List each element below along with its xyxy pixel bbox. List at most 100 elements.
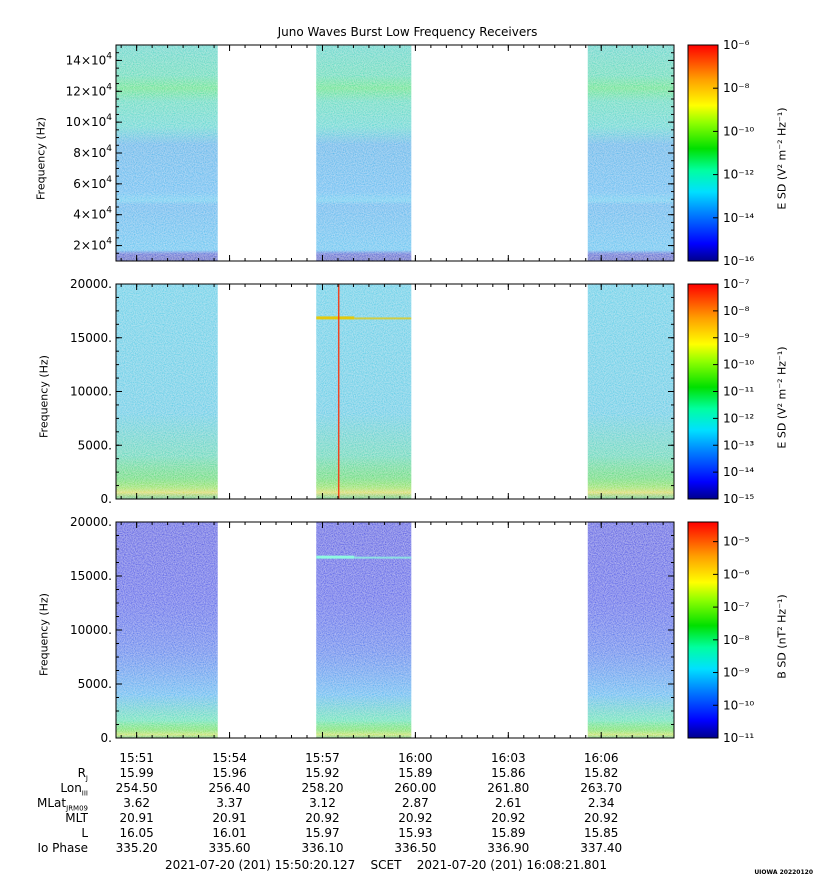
ephemeris-value: 336.90 — [487, 841, 530, 855]
y-tick-label: 20000. — [70, 515, 112, 529]
narrowband-emission — [316, 316, 355, 320]
spectrogram-block-1 — [116, 45, 218, 261]
panel-2: 0. 5000. 10000. 15000. 20000. 10⁻⁷ 10⁻⁸ 10⁻⁹ 10⁻… — [70, 277, 754, 506]
narrowband-emission-tail — [354, 556, 412, 559]
colorbar-tick-label: 10⁻⁸ — [723, 81, 750, 95]
colorbar-tick-label: 10⁻⁸ — [723, 304, 750, 318]
ephemeris-value: 2.87 — [402, 796, 429, 810]
ephemeris-value: 2.34 — [587, 796, 615, 810]
narrowband-emission — [316, 555, 355, 559]
ephemeris-label: LonIII — [60, 781, 88, 798]
time-range: 2021-07-20 (201) 15:50:20.127 SCET 2021-… — [165, 858, 607, 872]
colorbar-tick-label: 10⁻¹² — [723, 411, 754, 425]
panel-1: 2×104 4×104 6×104 8×104 10×104 12×104 14×104 10… — [66, 38, 755, 268]
y-tick-label: 8×104 — [73, 144, 112, 160]
time-range-end: 2021-07-20 (201) 16:08:21.801 — [416, 858, 607, 872]
ephemeris-value: 16.05 — [119, 826, 154, 840]
y-tick-label: 5000. — [78, 438, 112, 452]
x-tick-label: 16:00 — [398, 751, 433, 765]
panel-1-ylabel: Frequency (Hz) — [34, 117, 48, 200]
ephemeris-value: 20.91 — [119, 811, 154, 825]
colorbar-tick-label: 10⁻⁷ — [723, 277, 750, 291]
panel-2-ylabel: Frequency (Hz) — [37, 355, 51, 438]
spectrogram-block-2 — [316, 522, 412, 738]
x-tick-label: 16:03 — [491, 751, 526, 765]
ephemeris-value: 15.92 — [305, 766, 340, 780]
spectrogram-block-3 — [587, 284, 674, 499]
chart-title: Juno Waves Burst Low Frequency Receivers — [277, 25, 538, 39]
colorbar-1-label: E SD (V² m⁻² Hz⁻¹) — [775, 107, 789, 210]
colorbar-tick-label: 10⁻¹⁰ — [723, 124, 754, 138]
ephemeris-value: 20.92 — [398, 811, 433, 825]
y-tick-label: 14×104 — [66, 51, 113, 67]
ephemeris-label: RJ — [77, 766, 88, 783]
x-tick-label: 15:54 — [212, 751, 247, 765]
ephemeris-value: 20.91 — [212, 811, 247, 825]
ephemeris-value: 20.92 — [491, 811, 526, 825]
ephemeris-value: 15.97 — [305, 826, 340, 840]
y-tick-label: 10000. — [70, 623, 112, 637]
colorbar-tick-label: 10⁻⁶ — [723, 38, 750, 52]
ephemeris-value: 335.60 — [208, 841, 251, 855]
spectrogram-block-1 — [116, 522, 218, 738]
ephemeris-value: 336.50 — [394, 841, 437, 855]
y-tick-label: 15000. — [70, 331, 112, 345]
ephemeris-value: 258.20 — [301, 781, 344, 795]
ephemeris-value: 260.00 — [394, 781, 437, 795]
colorbar-3-label: B SD (nT² Hz⁻¹) — [775, 594, 789, 679]
ephemeris-value: 3.62 — [123, 796, 150, 810]
colorbar-2-label: E SD (V² m⁻² Hz⁻¹) — [775, 346, 789, 449]
ephemeris-value: 15.99 — [119, 766, 154, 780]
colorbar-tick-label: 10⁻⁹ — [723, 331, 750, 345]
y-tick-label: 15000. — [70, 569, 112, 583]
vertical-spike — [337, 284, 340, 499]
colorbar-tick-label: 10⁻⁸ — [723, 633, 750, 647]
y-tick-label: 4×104 — [73, 206, 112, 222]
spectrogram-block-2 — [316, 284, 412, 499]
colorbar-tick-label: 10⁻⁹ — [723, 666, 750, 680]
colorbar-tick-label: 10⁻¹⁴ — [723, 465, 754, 479]
colorbar-tick-label: 10⁻¹⁴ — [723, 211, 754, 225]
y-tick-label: 12×104 — [66, 82, 113, 98]
ephemeris-value: 261.80 — [487, 781, 530, 795]
y-tick-label: 10×104 — [66, 113, 113, 129]
ephemeris-value: 336.10 — [301, 841, 344, 855]
colorbar-tick-label: 10⁻⁵ — [723, 535, 750, 549]
time-range-label: SCET — [370, 858, 402, 872]
spectrogram-block-2 — [316, 45, 412, 261]
ephemeris-value: 254.50 — [115, 781, 158, 795]
ephemeris-value: 15.89 — [491, 826, 526, 840]
colorbar-tick-label: 10⁻¹⁶ — [723, 254, 754, 268]
spectrogram-block-3 — [587, 522, 674, 738]
ephemeris-value: 15.93 — [398, 826, 433, 840]
spectrogram-block-3 — [587, 45, 674, 261]
x-tick-label: 15:57 — [305, 751, 340, 765]
ephemeris-value: 337.40 — [580, 841, 623, 855]
ephemeris-value: 15.85 — [584, 826, 619, 840]
ephemeris-value: 20.92 — [584, 811, 619, 825]
colorbar-3 — [687, 521, 719, 739]
colorbar-tick-label: 10⁻¹⁰ — [723, 358, 754, 372]
ephemeris-value: 15.82 — [584, 766, 619, 780]
ephemeris-value: 3.37 — [216, 796, 243, 810]
ephemeris-value: 20.92 — [305, 811, 340, 825]
colorbar-tick-label: 10⁻¹¹ — [723, 385, 754, 399]
ephemeris-label: L — [81, 826, 88, 840]
panel-3-ylabel: Frequency (Hz) — [37, 593, 51, 676]
ephemeris-label: MLT — [65, 811, 88, 825]
y-tick-label: 0. — [101, 492, 112, 506]
panel-3: 0. 5000. 10000. 15000. 20000. 10⁻⁵ 10⁻⁶ 10⁻⁷ 10⁻… — [70, 515, 754, 745]
colorbar-tick-label: 10⁻⁶ — [723, 567, 750, 581]
x-tick-label: 16:06 — [584, 751, 619, 765]
y-tick-label: 10000. — [70, 385, 112, 399]
ephemeris-value: 256.40 — [208, 781, 251, 795]
ephemeris-value: 15.86 — [491, 766, 526, 780]
colorbar-tick-label: 10⁻¹¹ — [723, 731, 754, 745]
time-range-start: 2021-07-20 (201) 15:50:20.127 — [165, 858, 356, 872]
ephemeris-value: 16.01 — [212, 826, 247, 840]
colorbar-1 — [687, 44, 719, 262]
ephemeris-value: 3.12 — [309, 796, 336, 810]
x-tick-label: 15:51 — [119, 751, 154, 765]
y-tick-label: 20000. — [70, 277, 112, 291]
